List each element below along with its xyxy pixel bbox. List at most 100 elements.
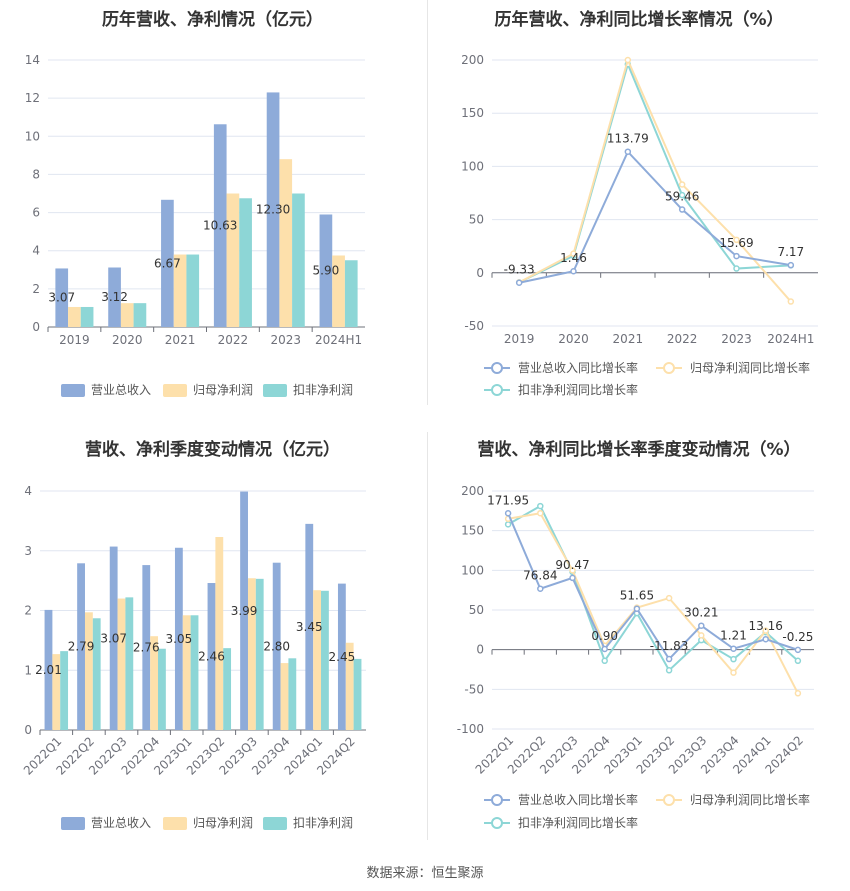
x-tick-label: 2024H1	[767, 332, 814, 346]
data-label: 10.63	[203, 219, 237, 233]
data-point	[787, 298, 795, 305]
legend-label: 营业总收入同比增长率	[518, 792, 638, 807]
legend-label: 扣非净利润同比增长率	[518, 815, 638, 830]
x-tick-label: 2020	[112, 333, 143, 347]
data-label: 3.99	[231, 604, 258, 618]
legend-label: 营业总收入	[91, 383, 151, 397]
data-point	[569, 567, 576, 574]
bar-net-profit	[332, 255, 345, 327]
y-tick-label: 50	[469, 603, 484, 617]
data-point	[678, 206, 686, 213]
data-point	[537, 509, 544, 517]
legend-marker	[491, 362, 503, 374]
data-point	[665, 594, 673, 602]
data-label: 1.21	[720, 629, 747, 643]
x-tick-label: 2022	[667, 332, 698, 346]
x-tick-label: 2023	[721, 332, 752, 346]
bar-deducted-profit	[344, 260, 358, 327]
data-label: 3.12	[101, 290, 128, 304]
chart-panel-annual-growth-rate: 历年营收、净利同比增长率情况（%） -50 0 50 100 150 200 2019 202…	[428, 0, 850, 420]
y-tick-label: 200	[461, 484, 484, 498]
bar-deducted-profit	[292, 193, 305, 327]
data-label: -9.33	[504, 263, 535, 277]
data-point	[794, 646, 802, 654]
series-line	[507, 512, 799, 661]
data-label: 0.90	[591, 629, 618, 643]
bar-deducted-profit	[353, 658, 362, 730]
data-point	[504, 510, 512, 517]
data-label: 171.95	[487, 493, 529, 507]
y-tick-label: -50	[464, 682, 484, 696]
data-point	[678, 191, 686, 199]
data-point	[678, 181, 686, 188]
data-label: -11.83	[650, 639, 689, 653]
series-line	[518, 61, 791, 284]
bar-net-profit	[215, 537, 224, 730]
data-label: 2.45	[329, 650, 356, 664]
data-label: 3.45	[296, 620, 323, 634]
data-label: -0.25	[782, 630, 813, 644]
bar-revenue	[272, 562, 281, 730]
legend-item: 营业总收入同比增长率	[484, 792, 638, 807]
y-tick-label: 0	[32, 320, 40, 334]
bar-revenue	[55, 268, 69, 327]
legend-label: 归母净利润同比增长率	[690, 792, 810, 807]
chart-svg: 012342022Q12022Q22022Q32022Q42023Q12023Q…	[21, 484, 366, 830]
y-tick-label: 4	[24, 484, 32, 498]
bar-revenue	[44, 609, 53, 730]
y-tick-label: 50	[469, 213, 484, 227]
data-point	[730, 645, 737, 652]
bar-deducted-profit	[158, 648, 166, 730]
bar-net-profit	[182, 615, 191, 730]
chart-panel-quarterly-revenue-profit: 营收、净利季度变动情况（亿元） 0 1 2 3 4 2022Q1 2022Q2 2022Q3 2…	[0, 430, 425, 850]
legend-item: 扣非净利润	[263, 383, 353, 397]
data-label: 15.69	[719, 236, 753, 250]
chart-svg: -100-500501001502002022Q12022Q22022Q3202…	[457, 484, 814, 830]
bar-net-profit	[247, 578, 256, 730]
data-point	[730, 655, 737, 663]
bar-deducted-profit	[223, 648, 232, 730]
bar-net-profit	[280, 663, 289, 730]
data-point	[665, 655, 673, 663]
legend-item: 营业总收入同比增长率	[484, 360, 638, 375]
legend-marker	[491, 817, 503, 829]
data-point	[794, 657, 802, 665]
data-label: 5.90	[313, 264, 340, 278]
bar-revenue	[213, 124, 227, 327]
legend-swatch	[163, 384, 187, 397]
bar-net-profit	[150, 636, 159, 730]
data-point	[665, 667, 673, 674]
legend-item: 归母净利润同比增长率	[656, 360, 810, 375]
data-point	[570, 250, 577, 257]
data-source-note: 数据来源：恒生聚源	[366, 866, 484, 881]
chart-title: 历年营收、净利情况（亿元）	[102, 10, 323, 30]
bar-revenue	[174, 547, 183, 730]
y-tick-label: 14	[25, 53, 40, 67]
x-tick-label: 2021	[613, 332, 644, 346]
legend-item: 扣非净利润同比增长率	[484, 815, 638, 830]
bar-revenue	[240, 491, 248, 730]
data-point	[762, 635, 769, 643]
y-tick-label: -100	[457, 722, 484, 736]
data-point	[601, 657, 608, 665]
data-label: 1.46	[560, 251, 587, 265]
data-point	[537, 585, 544, 592]
bar-net-profit	[173, 254, 187, 327]
bar-deducted-profit	[288, 658, 297, 730]
data-label: 2.01	[35, 663, 62, 677]
y-tick-label: 100	[461, 159, 484, 173]
legend-label: 营业总收入同比增长率	[518, 360, 638, 375]
legend-label: 归母净利润	[193, 383, 253, 397]
bar-revenue	[109, 546, 118, 730]
y-tick-label: 150	[461, 106, 484, 120]
y-tick-label: 100	[461, 563, 484, 577]
x-tick-label: 2023	[270, 333, 301, 347]
legend-item: 扣非净利润	[263, 816, 353, 830]
chart-title: 营收、净利同比增长率季度变动情况（%）	[477, 440, 801, 460]
legend-item: 归母净利润	[163, 816, 253, 830]
legend-swatch	[61, 817, 85, 830]
legend-label: 归母净利润同比增长率	[690, 360, 810, 375]
chart-title: 历年营收、净利同比增长率情况（%）	[494, 10, 784, 30]
data-label: 51.65	[620, 589, 654, 603]
bar-net-profit	[279, 159, 293, 327]
